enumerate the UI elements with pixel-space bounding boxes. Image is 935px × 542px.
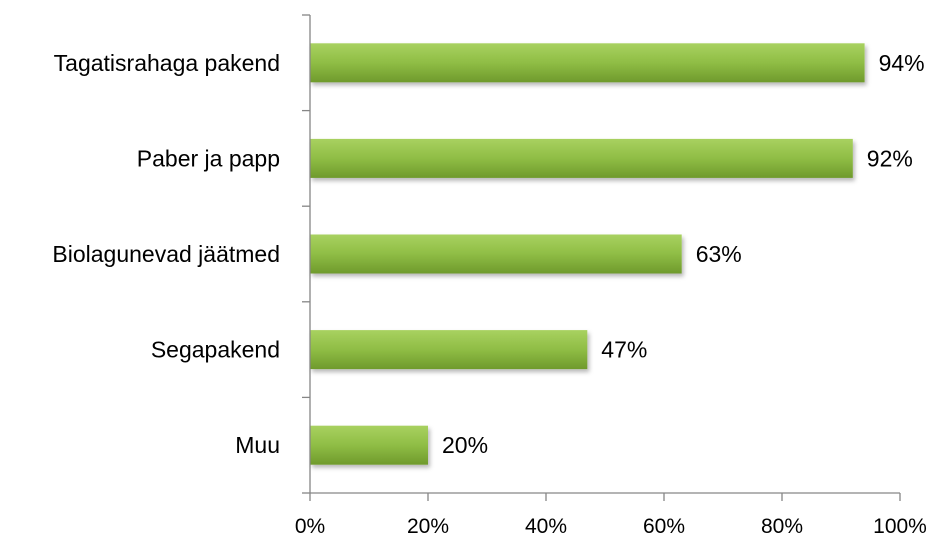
x-tick-label: 20% [407, 515, 449, 538]
x-tick-label: 60% [643, 515, 685, 538]
category-label: Segapakend [151, 337, 280, 363]
bar [310, 138, 853, 178]
x-tick-label: 100% [873, 515, 927, 538]
category-label: Biolagunevad jäätmed [52, 241, 280, 267]
x-tick-label: 80% [761, 515, 803, 538]
x-tick-label: 0% [295, 515, 325, 538]
bar [310, 330, 588, 370]
data-label: 47% [601, 337, 647, 363]
data-label: 20% [442, 432, 488, 458]
data-label: 63% [696, 241, 742, 267]
x-tick-label: 40% [525, 515, 567, 538]
data-label: 94% [879, 50, 925, 76]
bar [310, 43, 865, 83]
category-label: Muu [235, 432, 280, 458]
category-label: Paber ja papp [137, 145, 280, 171]
plot-area: Tagatisrahaga pakend 94% Paber ja papp 92% B… [52, 14, 927, 538]
bar [310, 234, 682, 274]
data-label: 92% [867, 145, 913, 171]
bar [310, 425, 428, 465]
category-label: Tagatisrahaga pakend [54, 50, 280, 76]
